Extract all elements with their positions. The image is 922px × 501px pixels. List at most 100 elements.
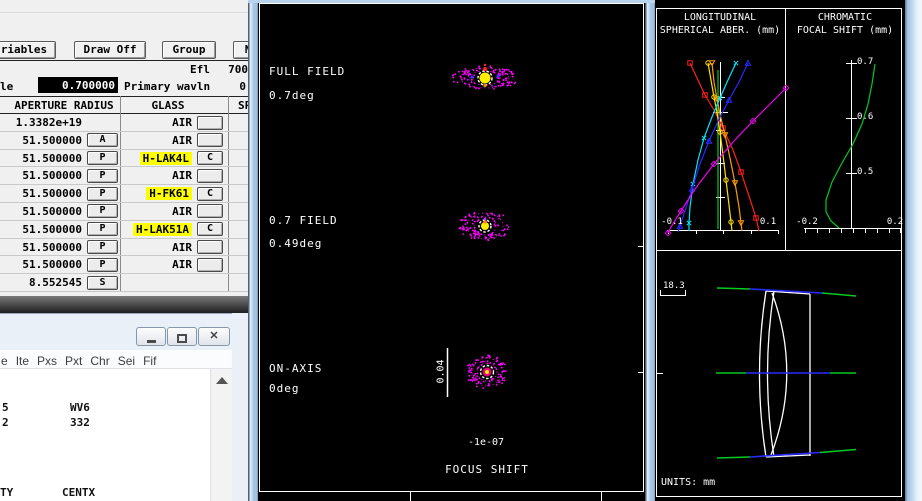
- field1-angle: 0.7deg: [269, 89, 315, 102]
- toolbar-bottom-line: [0, 60, 248, 61]
- scrollbar[interactable]: [210, 369, 232, 501]
- glass-catalog-button[interactable]: [197, 204, 223, 219]
- chromatic-ytick-label: 0.5: [857, 167, 874, 177]
- menu-bar: e Ite Pxs Pxt Chr Sei Fif: [0, 350, 232, 369]
- surface-table: 1.3382e+19 AIR 51.500000 A AIR 51.500000…: [0, 114, 248, 292]
- close-icon: ✕: [209, 330, 219, 342]
- scroll-up-icon[interactable]: [216, 377, 228, 384]
- radius-cell[interactable]: 51.500000: [22, 187, 82, 201]
- radius-cell[interactable]: 51.500000: [22, 240, 82, 254]
- group-button[interactable]: Group: [162, 41, 216, 59]
- radius-cell[interactable]: 51.500000: [22, 258, 82, 272]
- lens-data-editor-window: riables Draw Off Group N Efl 700 le 0.70…: [0, 0, 248, 296]
- glass-catalog-button[interactable]: [197, 240, 223, 255]
- analysis-plots-window: LONGITUDINAL SPHERICAL ABER. (mm) CHROMA…: [655, 0, 905, 501]
- selected-cell-angle[interactable]: 0.700000: [38, 77, 118, 93]
- glass-cell[interactable]: AIR: [172, 258, 192, 272]
- table-row: 51.500000 P AIR: [0, 203, 248, 221]
- table-row: 8.552545 S: [0, 274, 248, 292]
- glass-catalog-button[interactable]: C: [197, 222, 223, 237]
- menu-item[interactable]: Pxt: [65, 354, 83, 368]
- menu-item[interactable]: Chr: [90, 354, 110, 368]
- toolbar-divider: [0, 12, 248, 13]
- next-button[interactable]: N: [233, 41, 248, 59]
- radius-solve-button[interactable]: A: [87, 133, 118, 148]
- table-row: 51.500000 P H-LAK51A C: [0, 221, 248, 239]
- primary-wavln-label: Primary wavln: [124, 80, 211, 93]
- output-text-area[interactable]: 5 WV6 2 332 TY CENTX: [0, 369, 210, 501]
- menu-item[interactable]: Pxs: [37, 354, 58, 368]
- glass-catalog-button[interactable]: [197, 168, 223, 183]
- output-value: WV6: [70, 401, 90, 414]
- close-button[interactable]: ✕: [198, 327, 230, 346]
- minimize-button[interactable]: [136, 327, 166, 346]
- output-column-header: TY: [0, 486, 14, 499]
- scale-label-partial: le: [0, 80, 14, 93]
- chromatic-ytick-label: 0.6: [857, 112, 874, 122]
- radius-solve-button[interactable]: P: [87, 222, 118, 237]
- radius-cell[interactable]: 51.500000: [22, 169, 82, 183]
- table-row: 51.500000 P H-FK61 C: [0, 185, 248, 203]
- menu-item[interactable]: Fif: [143, 354, 157, 368]
- chromatic-title-line2: FOCAL SHIFT (mm): [796, 25, 894, 36]
- output-value: 2: [2, 416, 9, 429]
- table-row: 51.500000 P H-LAK4L C: [0, 150, 248, 168]
- radius-cell[interactable]: 51.500000: [22, 151, 82, 165]
- layout-units-label: UNITS: mm: [661, 477, 716, 488]
- window-shadow-band: [0, 296, 248, 313]
- glass-cell-highlighted[interactable]: H-LAK4L: [122, 151, 192, 165]
- draw-off-button[interactable]: Draw Off: [74, 41, 146, 59]
- table-row: 51.500000 P AIR: [0, 256, 248, 275]
- glass-cell[interactable]: AIR: [172, 133, 192, 147]
- menu-item[interactable]: Ite: [15, 354, 30, 368]
- radius-solve-button[interactable]: P: [87, 151, 118, 166]
- header-top-line: [0, 96, 248, 97]
- col-header-glass: GLASS: [151, 99, 185, 112]
- radius-cell[interactable]: 8.552545: [29, 276, 82, 290]
- spot-diagrams: [452, 63, 517, 389]
- radius-solve-button[interactable]: P: [87, 186, 118, 201]
- menu-item[interactable]: e: [1, 354, 8, 368]
- ray-trace-lines: [716, 287, 857, 459]
- table-row: 51.500000 P AIR: [0, 239, 248, 257]
- minimize-icon: [146, 340, 156, 343]
- glass-catalog-button[interactable]: C: [197, 186, 223, 201]
- chromatic-title-line1: CHROMATIC: [817, 12, 873, 23]
- glass-cell[interactable]: AIR: [172, 116, 192, 129]
- glass-catalog-button[interactable]: C: [197, 151, 223, 166]
- glass-cell[interactable]: AIR: [172, 204, 192, 218]
- variables-button[interactable]: riables: [0, 41, 56, 59]
- window-border: [248, 0, 258, 501]
- chromatic-xmin-tick-label: -0.2: [796, 217, 818, 227]
- maximize-button[interactable]: [167, 327, 197, 346]
- output-window: ✕ e Ite Pxs Pxt Chr Sei Fif 5 WV6 2 332 TY CEN…: [0, 313, 248, 501]
- primary-wavln-value[interactable]: 0: [239, 80, 246, 93]
- radius-cell[interactable]: 51.500000: [22, 222, 82, 236]
- radius-cell[interactable]: 1.3382e+19: [15, 116, 82, 129]
- glass-cell[interactable]: AIR: [172, 169, 192, 183]
- radius-cell[interactable]: 51.500000: [22, 204, 82, 218]
- glass-catalog-button[interactable]: [197, 115, 223, 130]
- glass-cell[interactable]: AIR: [172, 240, 192, 254]
- lsa-xmax-tick-label: 0.1: [759, 217, 777, 227]
- radius-solve-button[interactable]: P: [87, 257, 118, 272]
- glass-catalog-button[interactable]: [197, 257, 223, 272]
- glass-cell-highlighted[interactable]: H-LAK51A: [122, 222, 192, 236]
- radius-solve-button[interactable]: P: [87, 204, 118, 219]
- column-grid-line: [228, 96, 229, 292]
- window-border: [248, 0, 655, 3]
- output-value: 5: [2, 401, 9, 414]
- radius-cell[interactable]: 51.500000: [22, 133, 82, 147]
- efl-value[interactable]: 700: [228, 63, 248, 76]
- lsa-xmin-tick-label: -0.1: [661, 217, 683, 227]
- radius-solve-button[interactable]: S: [87, 275, 118, 290]
- field2-label: 0.7 FIELD: [269, 214, 338, 227]
- glass-catalog-button[interactable]: [197, 133, 223, 148]
- spot-diagram-window: FULL FIELD 0.7deg 0.7 FIELD 0.49deg ON-A…: [258, 0, 645, 501]
- menu-item[interactable]: Sei: [117, 354, 136, 368]
- radius-solve-button[interactable]: P: [87, 240, 118, 255]
- radius-solve-button[interactable]: P: [87, 168, 118, 183]
- lens-outline: [758, 290, 811, 458]
- glass-cell-highlighted[interactable]: H-FK61: [122, 187, 192, 201]
